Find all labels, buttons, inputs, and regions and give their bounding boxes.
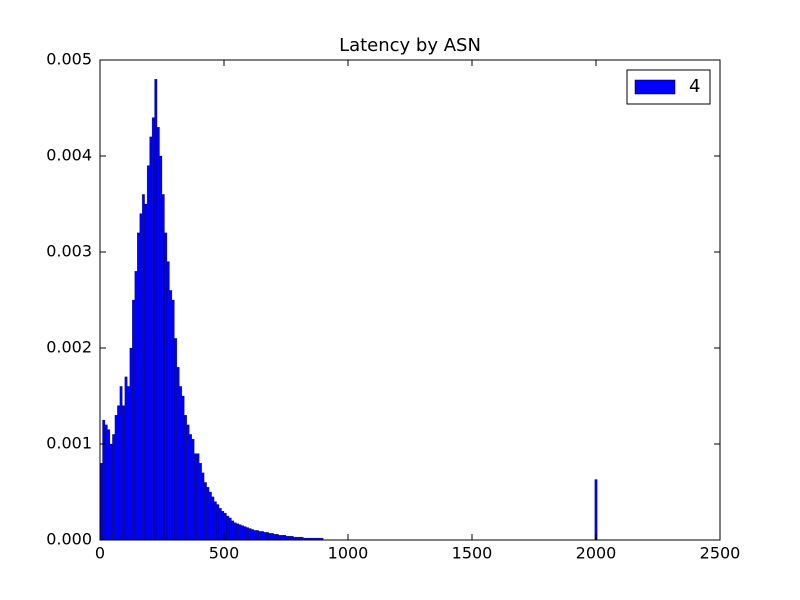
bar — [594, 479, 598, 541]
bar — [218, 508, 222, 541]
bar — [154, 78, 158, 541]
bar — [171, 299, 175, 541]
bar — [179, 386, 183, 541]
bar — [270, 533, 274, 541]
bar — [253, 530, 257, 541]
bar — [184, 415, 188, 541]
bar — [174, 338, 178, 541]
bar — [263, 532, 267, 541]
bar — [198, 463, 202, 541]
bar — [258, 531, 262, 541]
x-tick-label: 0 — [95, 544, 105, 563]
bar — [233, 522, 237, 541]
bar — [109, 443, 113, 541]
y-tick-label: 0.000 — [46, 530, 92, 549]
bar — [241, 525, 245, 541]
bar — [265, 532, 269, 541]
bar — [161, 194, 165, 541]
bar — [238, 524, 242, 541]
y-tick-label: 0.002 — [46, 338, 92, 357]
bar — [248, 528, 252, 541]
bar — [189, 434, 192, 541]
bar — [134, 271, 138, 541]
bar — [216, 504, 220, 541]
bar — [151, 117, 155, 541]
bar — [139, 213, 143, 541]
bar — [278, 535, 282, 541]
bar — [129, 347, 133, 541]
bar — [169, 290, 173, 541]
chart-title: Latency by ASN — [339, 35, 481, 56]
bar — [243, 526, 247, 541]
legend-label: 4 — [689, 76, 700, 97]
bar — [164, 232, 168, 541]
y-tick-label: 0.004 — [46, 146, 92, 165]
x-tick-label: 2500 — [700, 544, 741, 563]
bar — [181, 395, 185, 541]
bar — [132, 299, 135, 541]
plot-frame — [99, 59, 721, 541]
bar — [268, 533, 272, 541]
bar — [112, 434, 116, 541]
x-tick-label: 1000 — [328, 544, 369, 563]
bar — [211, 496, 215, 541]
bar — [102, 419, 106, 541]
x-tick-label: 1500 — [452, 544, 493, 563]
bar — [196, 453, 200, 541]
bar — [176, 367, 180, 541]
bar — [107, 429, 111, 541]
bar — [288, 535, 292, 541]
bar — [149, 136, 153, 541]
bar — [136, 232, 140, 541]
y-tick-label: 0.003 — [46, 242, 92, 261]
bar — [228, 517, 232, 541]
bar — [273, 534, 277, 541]
bar — [166, 261, 170, 541]
bar — [231, 520, 235, 541]
bar — [146, 165, 150, 541]
bar — [201, 472, 205, 541]
bar — [194, 453, 197, 541]
bar — [256, 530, 259, 541]
bar — [290, 535, 294, 541]
bar — [127, 386, 130, 541]
bar — [114, 415, 118, 541]
y-tick-label: 0.005 — [46, 50, 92, 69]
y-tick-label: 0.001 — [46, 434, 92, 453]
bar — [236, 523, 240, 541]
bar — [144, 203, 148, 541]
bar — [206, 487, 210, 541]
x-tick-label: 2000 — [576, 544, 617, 563]
bar — [186, 424, 190, 541]
bar — [280, 535, 284, 541]
bar — [251, 529, 254, 541]
legend-swatch — [634, 79, 676, 95]
bar — [213, 501, 217, 541]
bar — [159, 155, 163, 541]
bar — [191, 439, 195, 541]
bar — [156, 126, 160, 541]
bar — [226, 515, 230, 541]
bar — [124, 376, 128, 541]
bar — [119, 386, 123, 541]
bar — [104, 424, 108, 541]
bar — [122, 405, 125, 541]
bar — [261, 531, 264, 541]
bar — [203, 482, 207, 541]
bar — [283, 535, 287, 541]
bar — [141, 194, 145, 541]
bar — [208, 491, 212, 541]
bar — [246, 527, 250, 541]
x-tick-label: 500 — [209, 544, 240, 563]
bar — [117, 405, 121, 541]
bar — [285, 535, 289, 541]
bar — [275, 534, 279, 541]
